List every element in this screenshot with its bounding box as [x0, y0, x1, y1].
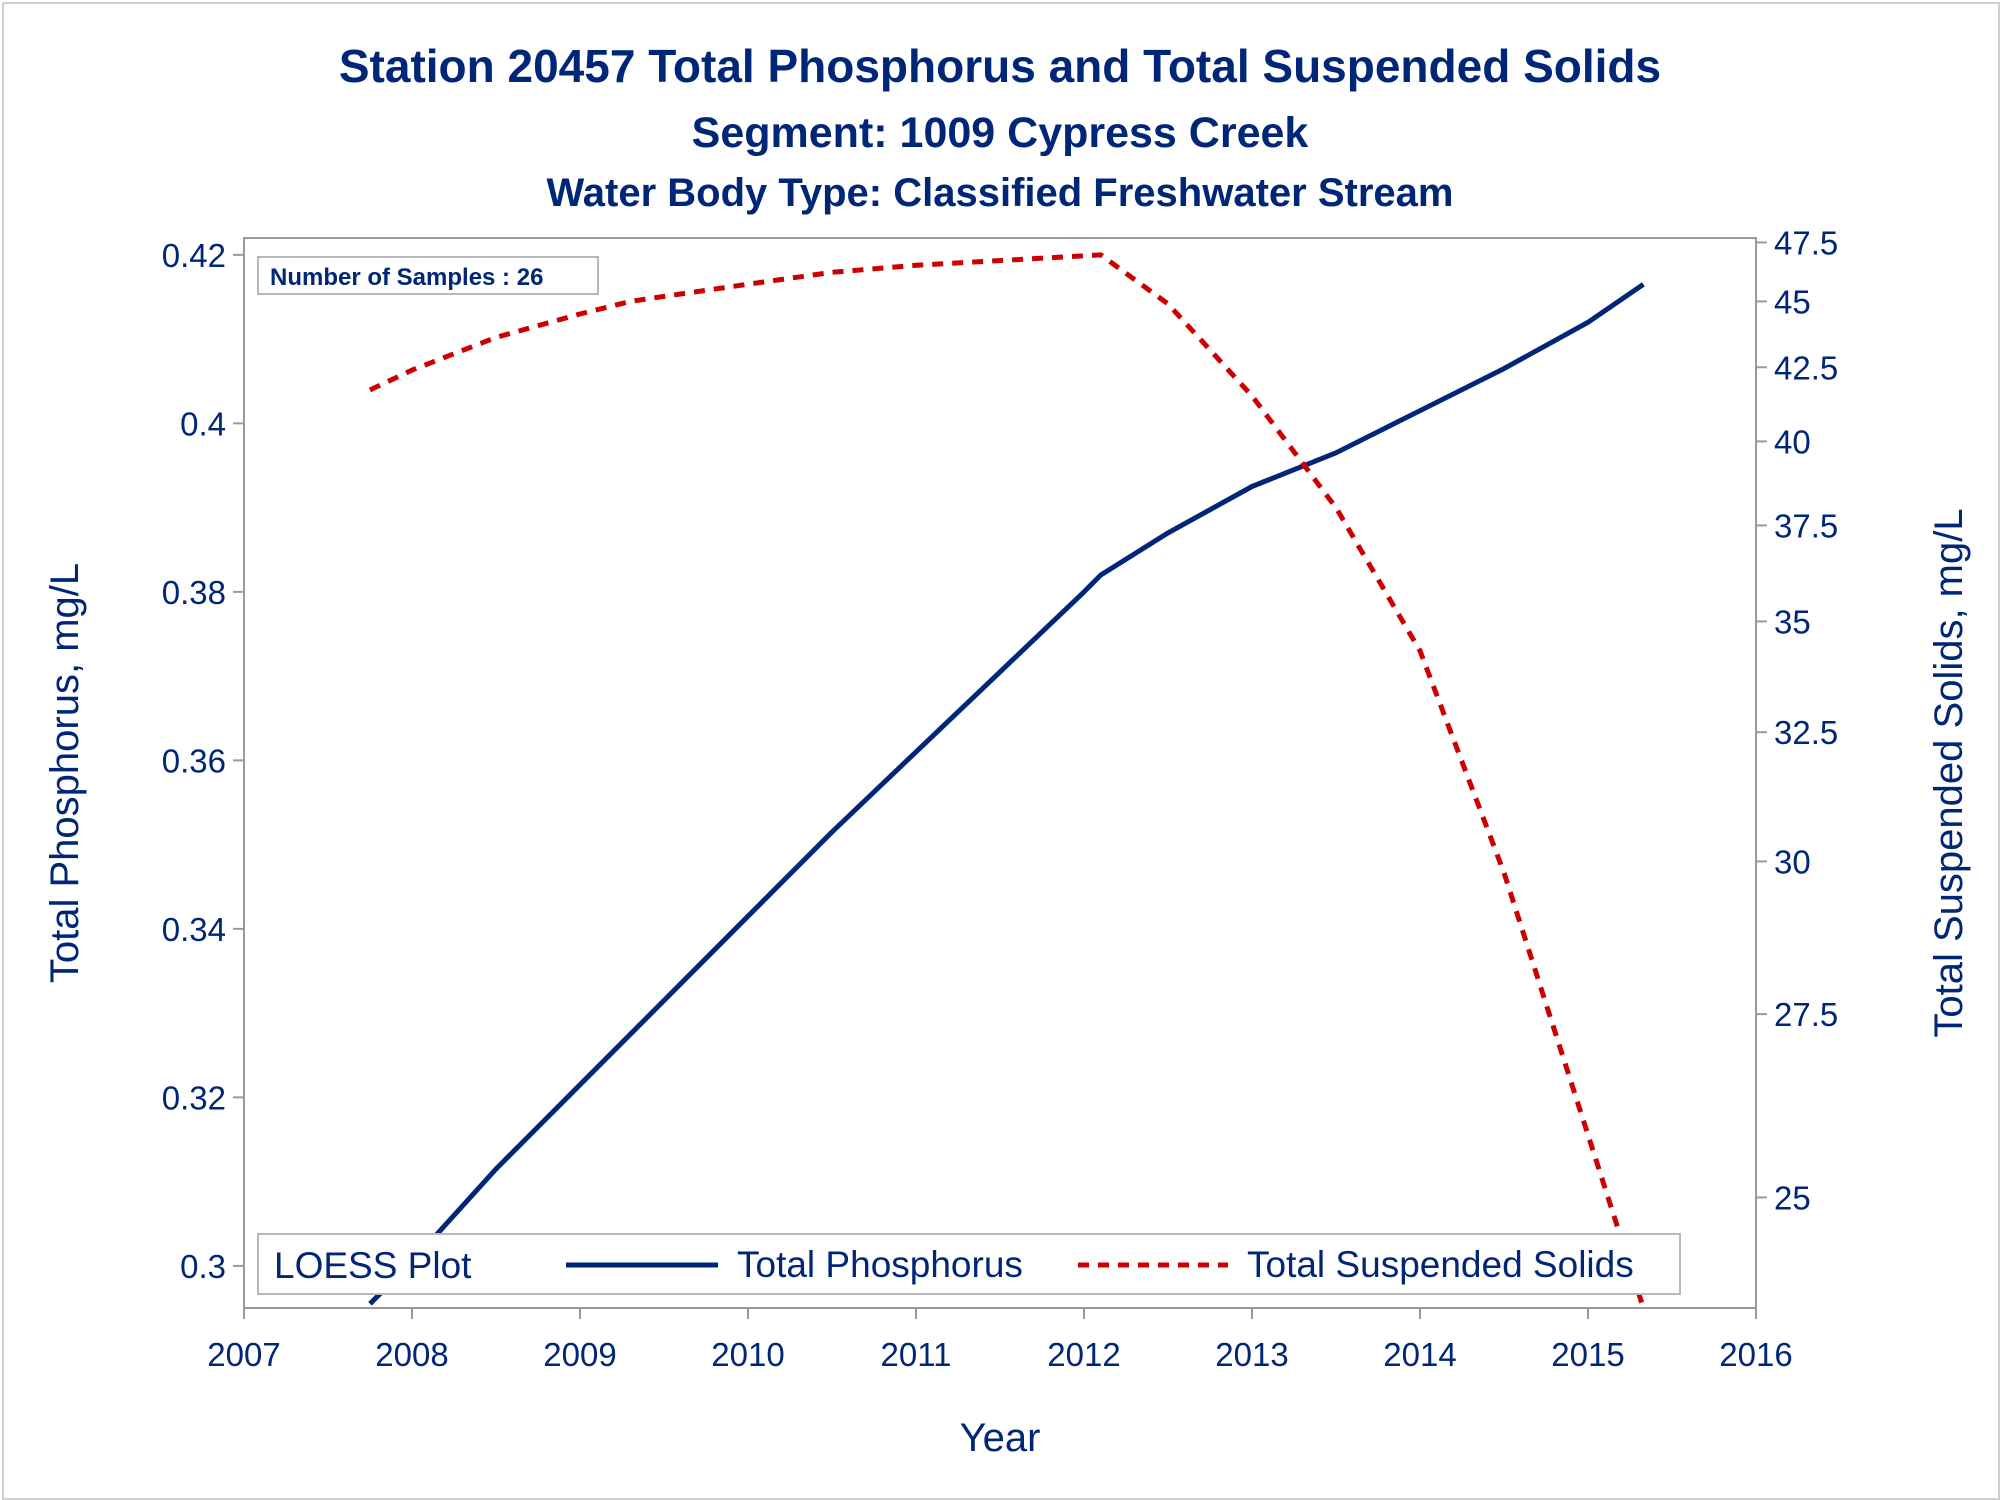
y-tick-label: 0.4 — [180, 405, 226, 442]
y2-tick-label: 37.5 — [1774, 507, 1838, 544]
series-total-phosphorus-line — [368, 282, 1645, 1306]
chart-subtitle: Segment: 1009 Cypress Creek — [692, 109, 1309, 157]
x-axis-label: Year — [960, 1416, 1041, 1460]
series-layer — [368, 252, 1646, 1309]
x-tick-label: 2007 — [207, 1336, 280, 1373]
y-axis-left: 0.3 0.32 0.34 0.36 0.38 0.4 0.42 — [162, 237, 244, 1285]
x-tick-label: 2014 — [1383, 1336, 1456, 1373]
x-tick-label: 2012 — [1047, 1336, 1120, 1373]
y-tick-label: 0.34 — [162, 911, 226, 948]
chart-title: Station 20457 Total Phosphorus and Total… — [339, 40, 1661, 92]
chart-subtitle-2: Water Body Type: Classified Freshwater S… — [547, 171, 1454, 215]
inset-box: Number of Samples : 26 — [257, 256, 599, 295]
y2-tick-label: 25 — [1774, 1179, 1811, 1216]
plot-area — [243, 237, 1757, 1309]
legend-box — [257, 1233, 1681, 1295]
y-tick-label: 0.3 — [180, 1248, 226, 1285]
x-tick-label: 2010 — [711, 1336, 784, 1373]
y2-tick-label: 40 — [1774, 423, 1811, 460]
y2-tick-label: 45 — [1774, 283, 1811, 320]
x-tick-label: 2013 — [1215, 1336, 1288, 1373]
y2-tick-label: 42.5 — [1774, 349, 1838, 386]
legend-entry-phosphorus: Total Phosphorus — [737, 1244, 1023, 1285]
y2-tick-label: 30 — [1774, 843, 1811, 880]
legend: LOESS Plot Total Phosphorus Total Suspen… — [257, 1233, 1681, 1295]
y2-tick-label: 35 — [1774, 603, 1811, 640]
legend-title: LOESS Plot — [274, 1245, 472, 1286]
series-total-suspended-solids-line — [368, 252, 1646, 1309]
y2-tick-label: 47.5 — [1774, 224, 1838, 261]
y-axis-right-label: Total Suspended Solids, mg/L — [1927, 508, 1971, 1037]
sample-count-label: Number of Samples : 26 — [270, 264, 543, 291]
y2-tick-label: 27.5 — [1774, 996, 1838, 1033]
x-tick-label: 2016 — [1719, 1336, 1792, 1373]
y2-tick-label: 32.5 — [1774, 714, 1838, 751]
y-tick-label: 0.42 — [162, 237, 226, 274]
y-axis-right: 25 27.5 30 32.5 35 37.5 40 42.5 45 47.5 — [1756, 224, 1838, 1216]
x-tick-label: 2008 — [375, 1336, 448, 1373]
x-tick-label: 2009 — [543, 1336, 616, 1373]
x-tick-label: 2015 — [1551, 1336, 1624, 1373]
x-tick-label: 2011 — [881, 1336, 952, 1373]
y-tick-label: 0.32 — [162, 1079, 226, 1116]
y-tick-label: 0.36 — [162, 742, 226, 779]
legend-entry-suspended-solids: Total Suspended Solids — [1247, 1244, 1634, 1285]
y-tick-label: 0.38 — [162, 574, 226, 611]
x-axis: 2007 2008 2009 2010 2011 2012 2013 2014 2015 2016 — [207, 1308, 1793, 1373]
y-axis-left-label: Total Phosphorus, mg/L — [43, 563, 87, 983]
